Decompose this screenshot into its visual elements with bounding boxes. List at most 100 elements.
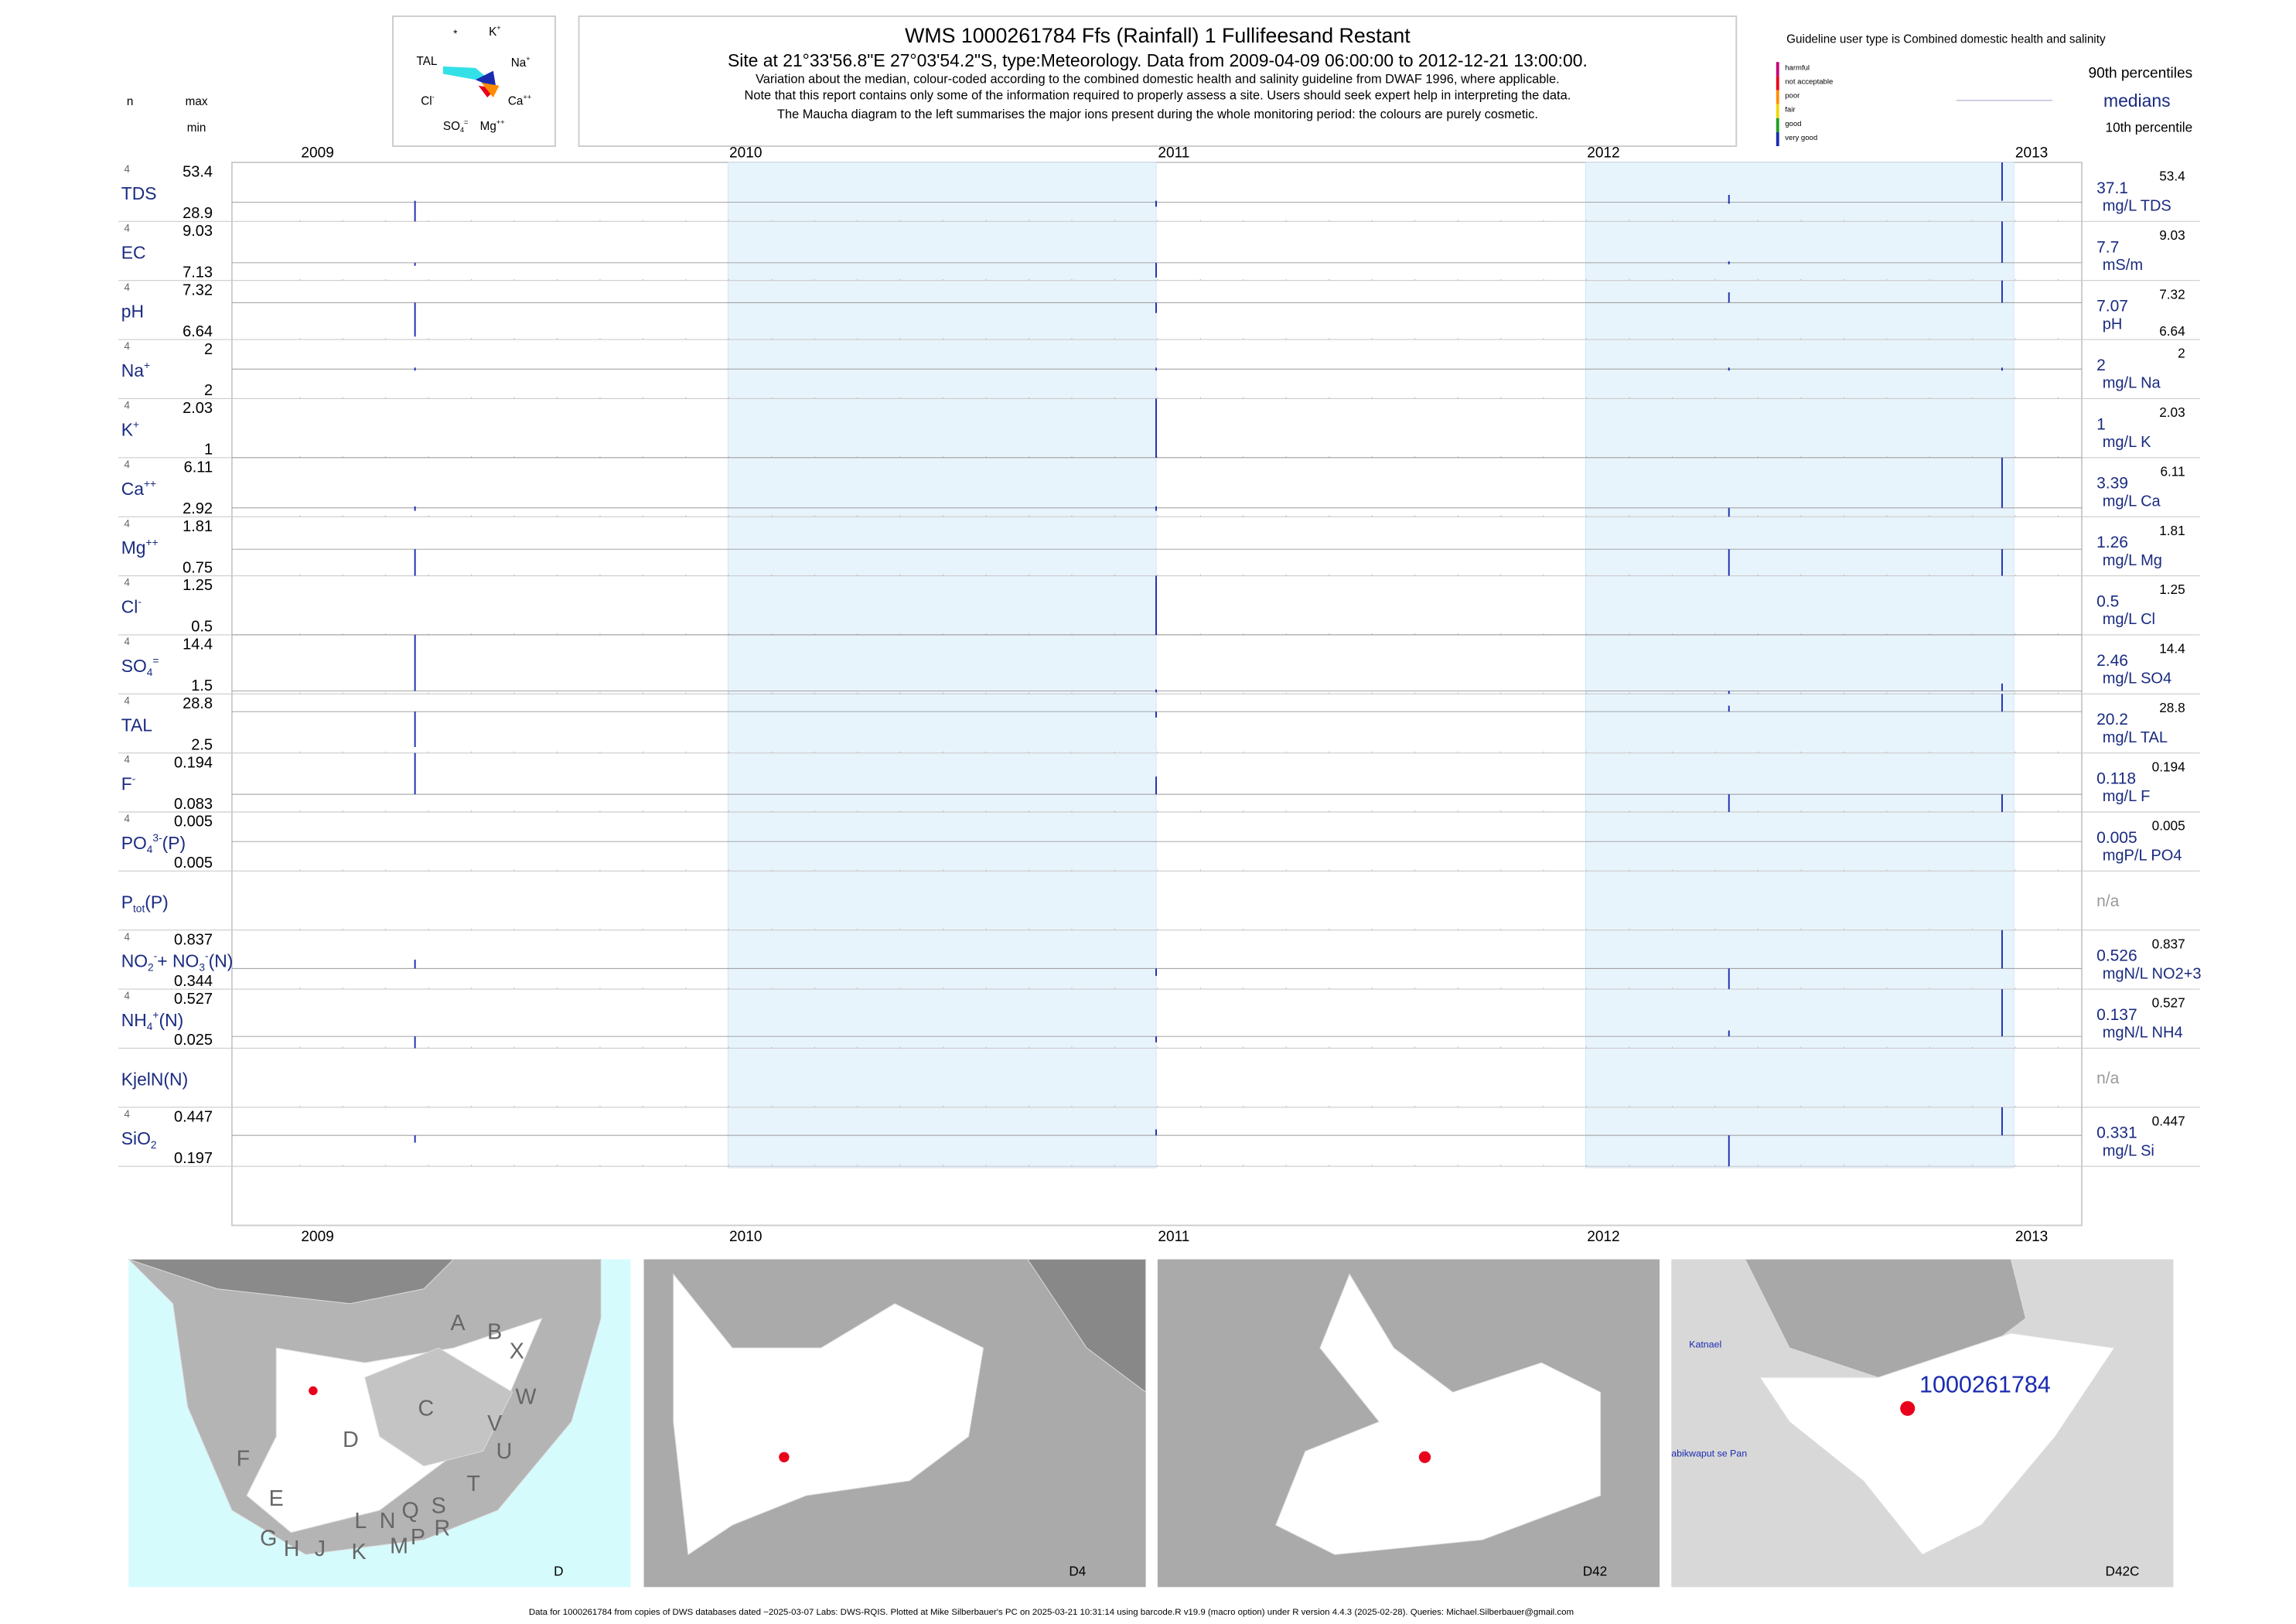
place-label: C <box>418 1397 434 1421</box>
place-label: Q <box>401 1498 418 1523</box>
max: 0.527 <box>174 991 213 1008</box>
label-part: 2 <box>151 1139 157 1151</box>
label: EC <box>121 242 146 262</box>
label-part: - <box>154 950 158 962</box>
min: 2.5 <box>191 736 213 753</box>
year-label: 2011 <box>1158 1229 1189 1245</box>
label-part: + <box>144 360 150 371</box>
label-part: + <box>526 56 530 63</box>
place-label: F <box>237 1447 251 1472</box>
place-label: N <box>380 1509 396 1534</box>
maucha-petal <box>475 70 496 89</box>
site-marker <box>1418 1451 1431 1463</box>
legend-swatch <box>1776 131 1779 146</box>
max: 2 <box>204 341 213 358</box>
max: 0.447 <box>174 1108 213 1125</box>
label: Na+ <box>511 56 531 70</box>
right-max: 0.527 <box>2152 995 2185 1011</box>
place-label: A <box>450 1311 466 1336</box>
legend-label: fair <box>1785 106 1796 114</box>
place-label: X <box>510 1339 524 1363</box>
site-marker <box>1900 1401 1916 1416</box>
label: Ca++ <box>508 94 531 108</box>
unit: mS/m <box>2103 257 2143 274</box>
place-label: R <box>434 1516 450 1540</box>
max: 7.32 <box>183 281 213 299</box>
label: NH4+(N) <box>121 1009 184 1032</box>
label-part: TAL <box>417 55 438 68</box>
unit: mg/L F <box>2103 788 2151 805</box>
place-label: U <box>496 1439 513 1464</box>
map-label: D <box>554 1564 563 1579</box>
label-part: 4 <box>147 844 153 855</box>
label: Mg++ <box>480 119 505 134</box>
median: 37.1 <box>2096 179 2128 197</box>
legend-swatch <box>1776 62 1779 77</box>
label: TAL <box>121 715 152 735</box>
median: 1.26 <box>2096 534 2128 551</box>
label-part: pH <box>121 302 144 322</box>
label: K+ <box>489 24 501 39</box>
label-part: 4 <box>147 1021 153 1032</box>
legend-swatch <box>1776 76 1779 90</box>
label-part: ++ <box>523 94 531 101</box>
n: 4 <box>125 400 131 411</box>
map-region <box>1759 1332 2115 1555</box>
median: 0.005 <box>2096 829 2137 847</box>
label-part: EC <box>121 242 146 262</box>
unit: mg/L Ca <box>2103 493 2161 510</box>
legend-label: not acceptable <box>1785 77 1833 86</box>
label-part: TDS <box>121 183 157 203</box>
maucha-box <box>392 15 556 147</box>
unit: mg/L K <box>2103 434 2151 451</box>
year-label: 2009 <box>301 1229 333 1245</box>
label-part: - <box>138 596 142 608</box>
min: 1.5 <box>191 677 213 694</box>
unit: pH <box>2103 316 2123 333</box>
unit: mg/L SO4 <box>2103 670 2171 687</box>
title-box <box>578 15 1738 147</box>
min: 0.344 <box>174 973 213 990</box>
legend-swatch <box>1776 104 1779 118</box>
label: Na+ <box>121 360 150 380</box>
label: pH <box>121 302 144 322</box>
label: KjelN(N) <box>121 1070 188 1090</box>
place-label: E <box>269 1486 284 1511</box>
min: 0.083 <box>174 796 213 813</box>
map-region <box>364 1347 513 1467</box>
place-label: K <box>352 1540 367 1564</box>
legend-label: poor <box>1785 92 1800 101</box>
year-label: 2012 <box>1587 1229 1619 1245</box>
place-label: M <box>390 1534 408 1558</box>
n: 4 <box>125 577 131 589</box>
max: 1.25 <box>183 577 213 594</box>
label-part: * <box>453 27 457 39</box>
label-part: = <box>464 119 468 127</box>
year-label: 2010 <box>729 1229 762 1245</box>
legend-swatch <box>1776 90 1779 104</box>
right-max: 9.03 <box>2159 227 2185 243</box>
year-label: 2010 <box>729 145 762 162</box>
min: 0.005 <box>174 855 213 872</box>
label-part: SO <box>121 656 147 676</box>
label: Cl- <box>121 596 142 617</box>
right-max: 0.194 <box>2152 759 2185 774</box>
year-band <box>1585 162 2015 1169</box>
max-header: max <box>186 95 208 108</box>
upper-label: 90th percentiles <box>2088 66 2192 82</box>
max: 0.005 <box>174 814 213 831</box>
legend-label: harmful <box>1785 63 1810 72</box>
label-part: (N) <box>209 951 234 971</box>
year-label: 2009 <box>301 145 333 162</box>
place-label: H <box>284 1537 300 1561</box>
guideline: Guideline user type is Combined domestic… <box>1786 33 2106 46</box>
year-label: 2011 <box>1158 145 1189 162</box>
label-part: ++ <box>144 478 156 490</box>
median: 20.2 <box>2096 711 2128 728</box>
median: n/a <box>2096 1070 2120 1087</box>
label-part: K <box>121 420 134 440</box>
unit: mg/L Mg <box>2103 552 2162 569</box>
label-part: NO <box>121 951 148 971</box>
label-part: 4 <box>147 667 153 678</box>
